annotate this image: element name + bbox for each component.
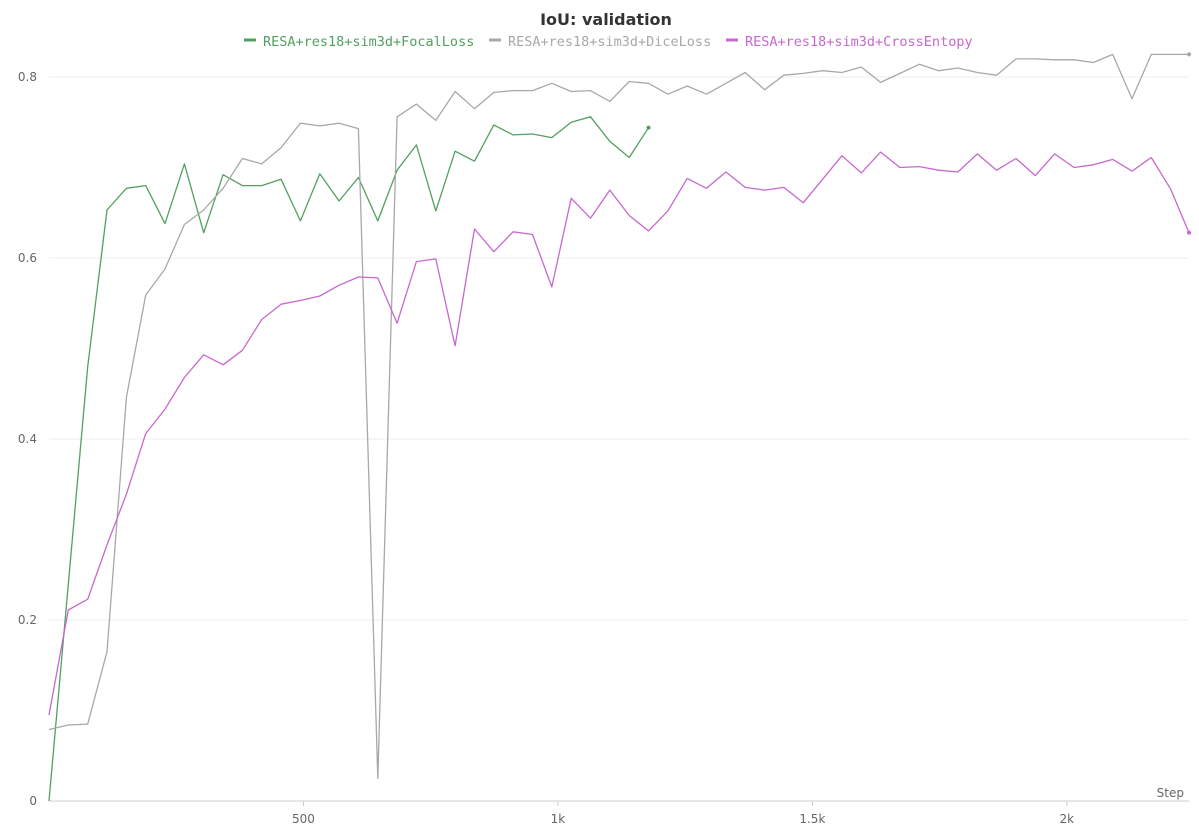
x-tick-label: 1k xyxy=(551,812,566,826)
y-axis: 0 0.2 0.4 0.6 0.8 xyxy=(18,70,37,808)
series-layer[interactable] xyxy=(48,52,1191,802)
chart-title: IoU: validation xyxy=(540,10,672,29)
x-axis: 500 1k 1.5k 2k xyxy=(292,801,1074,826)
series-line[interactable] xyxy=(48,53,1189,780)
x-tick-label: 1.5k xyxy=(799,812,825,826)
y-tick-label: 0.2 xyxy=(18,613,37,627)
x-tick-label: 500 xyxy=(292,812,315,826)
legend-item-diceloss[interactable]: RESA+res18+sim3d+DiceLoss xyxy=(489,34,711,50)
y-tick-label: 0.8 xyxy=(18,70,37,84)
series-line[interactable] xyxy=(48,151,1190,716)
series-end-point[interactable] xyxy=(1187,230,1191,235)
x-tick-label: 2k xyxy=(1060,812,1075,826)
legend[interactable]: RESA+res18+sim3d+FocalLoss RESA+res18+si… xyxy=(244,34,973,50)
series-end-point[interactable] xyxy=(1187,52,1191,57)
series-2[interactable] xyxy=(48,151,1191,716)
legend-label-crossentropy: RESA+res18+sim3d+CrossEntopy xyxy=(745,34,973,50)
y-tick-label: 0.6 xyxy=(18,251,37,265)
series-0[interactable] xyxy=(48,116,651,802)
series-line[interactable] xyxy=(48,116,650,802)
series-1[interactable] xyxy=(48,52,1191,780)
legend-label-diceloss: RESA+res18+sim3d+DiceLoss xyxy=(508,34,711,50)
series-end-point[interactable] xyxy=(646,125,651,130)
legend-item-focalloss[interactable]: RESA+res18+sim3d+FocalLoss xyxy=(244,34,474,50)
legend-item-crossentropy[interactable]: RESA+res18+sim3d+CrossEntopy xyxy=(726,34,973,50)
legend-label-focalloss: RESA+res18+sim3d+FocalLoss xyxy=(263,34,474,50)
y-tick-label: 0 xyxy=(29,794,37,808)
y-tick-label: 0.4 xyxy=(18,432,37,446)
gridlines xyxy=(49,76,1189,621)
x-axis-title: Step xyxy=(1157,786,1184,800)
